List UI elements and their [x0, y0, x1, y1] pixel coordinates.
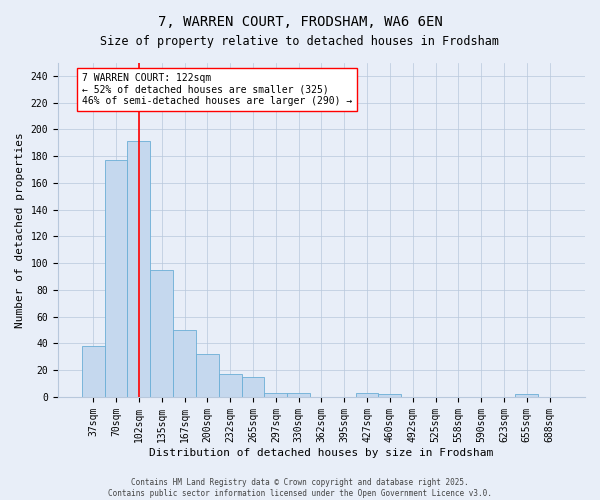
- Bar: [379, 394, 401, 397]
- Bar: [242, 377, 265, 397]
- Bar: [265, 393, 287, 397]
- Text: Size of property relative to detached houses in Frodsham: Size of property relative to detached ho…: [101, 35, 499, 48]
- Bar: [196, 354, 219, 397]
- Text: 7 WARREN COURT: 122sqm
← 52% of detached houses are smaller (325)
46% of semi-de: 7 WARREN COURT: 122sqm ← 52% of detached…: [82, 73, 352, 106]
- Text: 7, WARREN COURT, FRODSHAM, WA6 6EN: 7, WARREN COURT, FRODSHAM, WA6 6EN: [158, 15, 442, 29]
- Bar: [515, 394, 538, 397]
- Bar: [173, 330, 196, 397]
- Bar: [82, 346, 104, 397]
- Text: Contains HM Land Registry data © Crown copyright and database right 2025.
Contai: Contains HM Land Registry data © Crown c…: [108, 478, 492, 498]
- Bar: [104, 160, 127, 397]
- Bar: [287, 393, 310, 397]
- Bar: [356, 393, 379, 397]
- Bar: [219, 374, 242, 397]
- Bar: [127, 142, 151, 397]
- Y-axis label: Number of detached properties: Number of detached properties: [15, 132, 25, 328]
- Bar: [151, 270, 173, 397]
- X-axis label: Distribution of detached houses by size in Frodsham: Distribution of detached houses by size …: [149, 448, 494, 458]
